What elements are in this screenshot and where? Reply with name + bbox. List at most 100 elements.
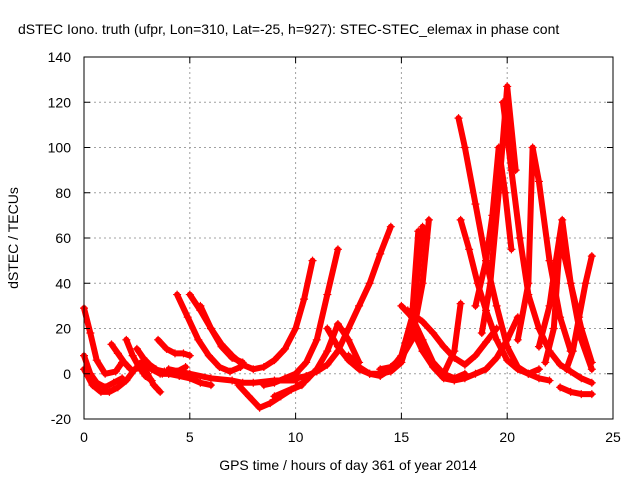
y-axis-label: dSTEC / TECUs	[5, 187, 21, 289]
data-point	[460, 360, 469, 369]
data-point	[86, 329, 95, 338]
series-arc-12	[196, 301, 247, 367]
data-point	[105, 387, 114, 396]
data-point	[206, 381, 215, 390]
data-point	[429, 329, 438, 338]
data-point	[498, 98, 507, 107]
data-point	[513, 365, 522, 374]
data-point	[255, 403, 264, 412]
tick-layer	[83, 56, 614, 420]
y-tick-label: 60	[55, 230, 71, 246]
data-point	[173, 290, 182, 299]
data-point	[587, 390, 596, 399]
data-point	[111, 367, 120, 376]
data-point	[185, 351, 194, 360]
data-point	[266, 399, 275, 408]
data-point	[503, 342, 512, 351]
data-point	[365, 279, 374, 288]
data-point	[465, 245, 474, 254]
series-line	[478, 83, 519, 336]
series-line	[457, 216, 553, 384]
y-tick-label: 120	[48, 94, 72, 110]
data-point	[249, 365, 258, 374]
data-point	[418, 317, 427, 326]
data-point	[566, 387, 575, 396]
data-point	[482, 256, 491, 265]
data-point	[291, 383, 300, 392]
data-point	[577, 374, 586, 383]
data-point	[323, 347, 332, 356]
data-point	[92, 356, 101, 365]
data-point	[270, 392, 279, 401]
data-point	[513, 335, 522, 344]
data-point	[581, 279, 590, 288]
series-arc-34	[562, 252, 596, 374]
x-tick-label: 5	[186, 429, 194, 445]
data-point	[534, 365, 543, 374]
data-point	[534, 342, 543, 351]
data-point	[562, 365, 571, 374]
series-arc-4	[107, 340, 135, 374]
data-point	[503, 82, 512, 91]
data-point	[170, 349, 179, 358]
data-point	[460, 374, 469, 383]
series-line	[472, 144, 515, 309]
data-point	[482, 338, 491, 347]
data-point	[164, 365, 173, 374]
data-point	[323, 290, 332, 299]
data-point	[528, 143, 537, 152]
data-point	[471, 200, 480, 209]
data-point	[577, 335, 586, 344]
data-point	[403, 306, 412, 315]
series-arc-10	[173, 290, 245, 376]
data-point	[302, 372, 311, 381]
data-point	[456, 299, 465, 308]
data-point	[113, 383, 122, 392]
data-point	[460, 143, 469, 152]
data-point	[185, 369, 194, 378]
data-point	[228, 376, 237, 385]
data-point	[270, 356, 279, 365]
data-point	[226, 367, 235, 376]
data-point	[196, 301, 205, 310]
data-point	[515, 234, 524, 242]
data-point	[575, 313, 584, 322]
series-arc-20	[376, 215, 433, 374]
data-point	[549, 324, 558, 333]
data-point	[471, 351, 480, 360]
data-point	[454, 114, 463, 123]
data-point	[181, 362, 190, 371]
data-point	[456, 215, 465, 224]
data-point	[386, 222, 395, 231]
data-point	[333, 245, 342, 254]
data-point	[355, 362, 364, 371]
data-point	[122, 376, 131, 385]
series-arc-8	[137, 358, 165, 396]
data-point	[558, 215, 567, 224]
series-arc-7	[154, 335, 194, 360]
data-point	[333, 342, 342, 351]
data-point	[300, 295, 309, 304]
x-tick-label: 15	[394, 429, 410, 445]
data-point	[507, 245, 516, 254]
data-point	[128, 351, 137, 360]
data-point	[259, 362, 268, 371]
data-point	[556, 234, 565, 242]
data-point	[556, 360, 565, 369]
data-point	[494, 188, 503, 197]
data-point	[333, 319, 342, 328]
data-point	[156, 387, 165, 396]
data-point	[556, 383, 565, 392]
data-point	[308, 256, 317, 265]
y-tick-label: -20	[51, 411, 71, 427]
data-point	[249, 378, 258, 387]
data-point	[109, 378, 118, 387]
data-point	[183, 313, 192, 322]
data-point	[545, 301, 554, 310]
data-point	[587, 252, 596, 261]
data-point	[477, 329, 486, 338]
data-point	[492, 301, 501, 310]
data-point	[88, 381, 97, 390]
data-point	[96, 387, 105, 396]
